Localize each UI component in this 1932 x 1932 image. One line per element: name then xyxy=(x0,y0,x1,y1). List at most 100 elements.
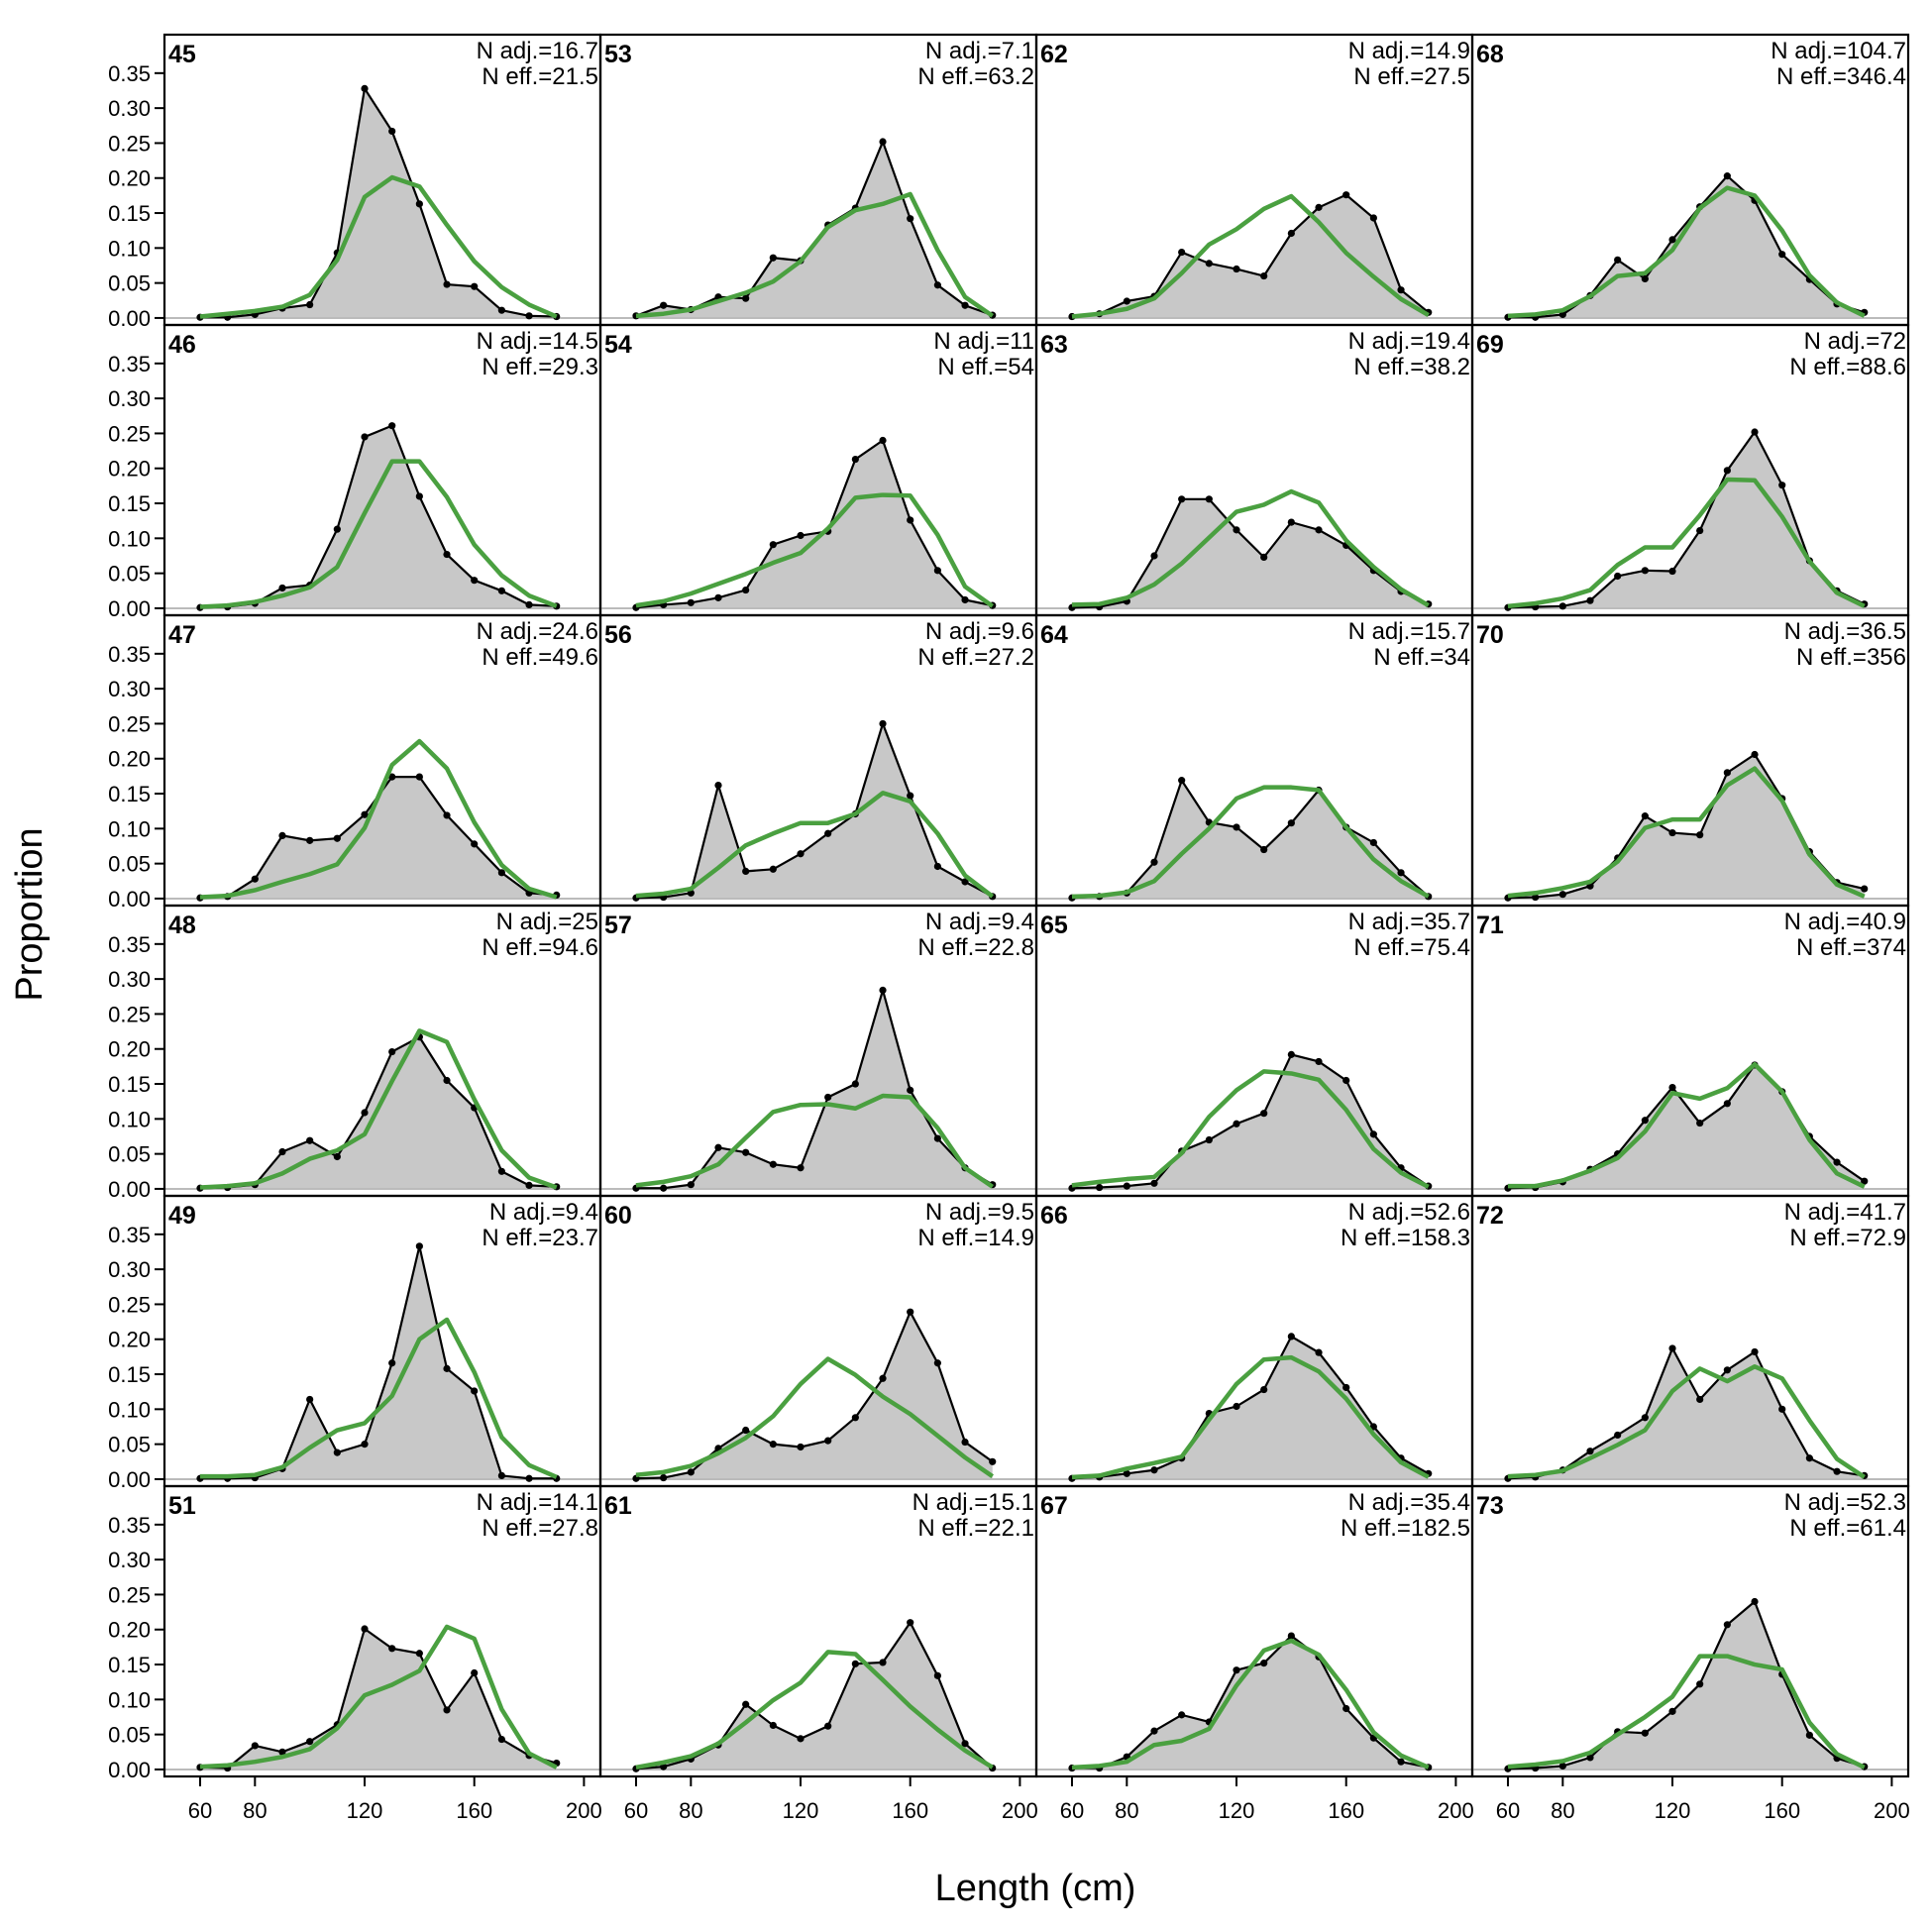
y-tick-label: 0.35 xyxy=(108,642,151,667)
observed-point xyxy=(1723,769,1731,777)
n-adj-label: N adj.=14.5 xyxy=(477,328,598,355)
x-tick-label: 60 xyxy=(624,1798,648,1823)
observed-point xyxy=(714,593,722,601)
panel-id-label: 73 xyxy=(1476,1492,1504,1520)
y-tick-label: 0.15 xyxy=(108,1653,151,1677)
n-eff-label: N eff.=34 xyxy=(1373,644,1470,671)
y-tick-label: 0.15 xyxy=(108,1072,151,1097)
observed-point xyxy=(961,878,969,886)
observed-point xyxy=(1586,1448,1594,1455)
observed-point xyxy=(388,422,396,430)
panel-id-label: 67 xyxy=(1040,1492,1068,1520)
observed-point xyxy=(933,1359,941,1367)
observed-point xyxy=(415,1242,423,1250)
y-tick-label: 0.20 xyxy=(108,1328,151,1352)
observed-point xyxy=(361,810,369,818)
observed-point xyxy=(415,492,423,500)
observed-point xyxy=(1558,891,1566,899)
observed-point xyxy=(278,831,286,839)
observed-point xyxy=(333,834,341,842)
observed-point xyxy=(471,1387,479,1395)
n-eff-label: N eff.=54 xyxy=(937,354,1034,380)
n-adj-label: N adj.=25 xyxy=(496,909,598,935)
n-eff-label: N eff.=27.8 xyxy=(482,1515,598,1542)
observed-area xyxy=(1507,1601,1865,1770)
observed-point xyxy=(1123,1469,1130,1477)
y-tick-label: 0.00 xyxy=(108,1758,151,1782)
panel-id-label: 54 xyxy=(604,331,632,359)
x-axis-title: Length (cm) xyxy=(935,1868,1136,1909)
observed-point xyxy=(497,306,505,314)
observed-point xyxy=(879,436,887,445)
observed-point xyxy=(1260,553,1268,562)
observed-point xyxy=(1696,1680,1704,1688)
observed-point xyxy=(742,1700,750,1708)
observed-point xyxy=(797,1735,805,1743)
observed-point xyxy=(1369,214,1377,222)
observed-point xyxy=(660,301,668,309)
observed-point xyxy=(1287,1632,1295,1640)
panel-id-label: 72 xyxy=(1476,1202,1504,1230)
n-adj-label: N adj.=24.6 xyxy=(477,618,598,645)
observed-point xyxy=(961,595,969,604)
observed-line xyxy=(1071,193,1430,318)
observed-point xyxy=(1558,602,1566,610)
x-tick-label: 80 xyxy=(1551,1798,1574,1823)
observed-point xyxy=(879,1659,887,1666)
x-axes: 60 80 120 160 200 60 80 120 160 200 60 80 120 160 200 6… xyxy=(188,1775,1910,1823)
observed-point xyxy=(1178,777,1186,785)
observed-area xyxy=(199,1245,557,1479)
n-adj-label: N adj.=52.3 xyxy=(1784,1489,1906,1516)
observed-point xyxy=(1805,1454,1813,1462)
panel-id-label: 53 xyxy=(604,41,632,68)
observed-point xyxy=(1369,838,1377,847)
n-eff-label: N eff.=75.4 xyxy=(1353,934,1470,961)
observed-point xyxy=(497,587,505,594)
panel-67: 67 N adj.=35.4N eff.=182.5 xyxy=(1034,1484,1474,1778)
n-eff-label: N eff.=23.7 xyxy=(482,1225,598,1251)
panel-70: 70 N adj.=36.5N eff.=356 xyxy=(1470,613,1910,908)
observed-point xyxy=(1150,858,1158,866)
observed-point xyxy=(742,294,750,302)
expected-line xyxy=(1507,1364,1866,1479)
n-adj-label: N adj.=40.9 xyxy=(1784,909,1906,935)
observed-point xyxy=(1614,1431,1622,1440)
observed-point xyxy=(1260,1110,1268,1118)
observed-point xyxy=(879,986,887,995)
x-tick-label: 200 xyxy=(1002,1798,1038,1823)
y-tick-label: 0.10 xyxy=(108,1687,151,1712)
panel-id-label: 46 xyxy=(168,331,196,359)
observed-point xyxy=(1342,1704,1350,1713)
n-eff-label: N eff.=29.3 xyxy=(482,354,598,380)
n-eff-label: N eff.=356 xyxy=(1796,644,1906,671)
observed-point xyxy=(1641,812,1649,820)
observed-point xyxy=(278,1748,286,1756)
x-tick-label: 60 xyxy=(1496,1798,1520,1823)
panel-id-label: 61 xyxy=(604,1492,632,1520)
expected-line xyxy=(199,459,558,609)
observed-point xyxy=(1233,1666,1240,1674)
observed-line xyxy=(1071,1053,1430,1190)
panel-id-label: 51 xyxy=(168,1492,196,1520)
observed-point xyxy=(714,1143,722,1151)
observed-point xyxy=(1150,1466,1158,1474)
n-eff-label: N eff.=63.2 xyxy=(917,63,1034,90)
observed-point xyxy=(687,598,695,606)
y-tick-label: 0.15 xyxy=(108,201,151,226)
observed-point xyxy=(907,215,914,223)
expected-line xyxy=(635,1650,994,1771)
observed-point xyxy=(961,1438,969,1447)
observed-point xyxy=(333,1449,341,1456)
y-tick-label: 0.35 xyxy=(108,932,151,957)
panel-54: 54 N adj.=11N eff.=54 xyxy=(598,323,1038,617)
observed-point xyxy=(769,1441,777,1449)
x-tick-label: 80 xyxy=(243,1798,267,1823)
n-adj-label: N adj.=9.4 xyxy=(489,1199,598,1226)
panel-49: 49 N adj.=9.4N eff.=23.7 xyxy=(162,1194,602,1488)
observed-point xyxy=(769,865,777,873)
observed-point xyxy=(879,138,887,146)
observed-point xyxy=(388,1359,396,1367)
y-tick-label: 0.00 xyxy=(108,1177,151,1202)
observed-point xyxy=(1778,482,1786,489)
panel-id-label: 57 xyxy=(604,912,632,939)
